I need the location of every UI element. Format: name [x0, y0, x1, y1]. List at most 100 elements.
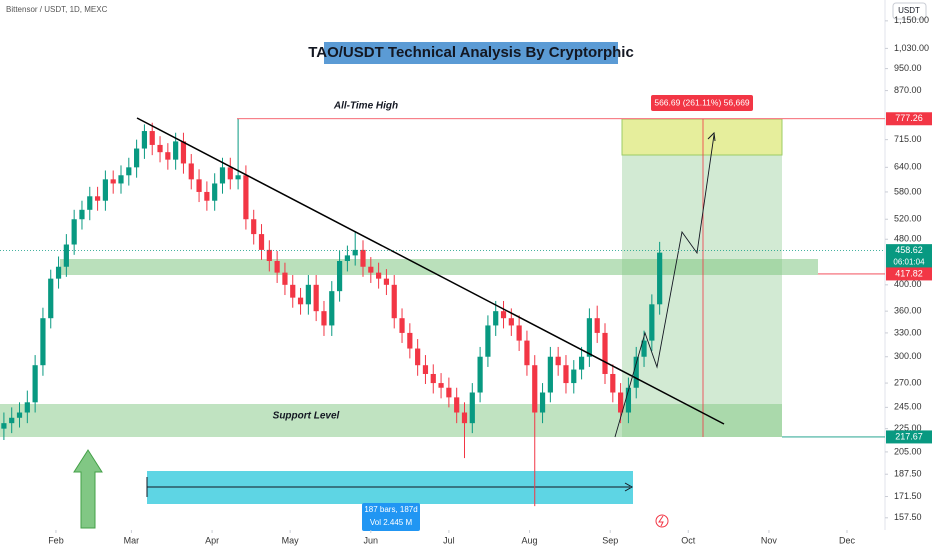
target-box: [651, 95, 753, 111]
candle-body: [219, 167, 226, 184]
x-tick-label: Jun: [364, 535, 379, 545]
x-tick-label: Mar: [124, 535, 140, 545]
candle-body: [344, 255, 350, 261]
candle-body: [55, 266, 62, 279]
candle-body: [336, 260, 343, 292]
candle-body: [649, 304, 655, 341]
up-arrow: [73, 449, 103, 529]
candle-body: [532, 365, 538, 413]
alert-bolt: [658, 515, 664, 527]
candle-body: [149, 131, 155, 145]
price-label-box: [886, 244, 932, 271]
countdown: 06:01:04: [893, 258, 925, 267]
candle-body: [87, 196, 93, 210]
candle-body: [493, 311, 499, 326]
candle-body: [329, 291, 335, 326]
y-tick-label: 245.00: [894, 402, 922, 412]
chart-title: TAO/USDT Technical Analysis By Cryptorph…: [308, 44, 634, 61]
candle-body: [539, 392, 546, 413]
support-label: Support Level: [273, 411, 340, 422]
candle-body: [469, 392, 475, 424]
candle-body: [274, 260, 280, 273]
candle-body: [415, 348, 421, 366]
candle-body: [1, 423, 7, 429]
candle-body: [266, 249, 272, 261]
profit-zone: [622, 155, 782, 437]
candle-body: [110, 179, 116, 184]
candle-body: [391, 284, 397, 319]
trend-line: [136, 117, 725, 425]
range-bars: 187 bars, 187d: [364, 505, 417, 514]
candle-body: [602, 332, 608, 374]
candle-body: [446, 387, 452, 398]
candle-body: [399, 318, 405, 333]
candle-body: [524, 340, 530, 366]
candle-body: [594, 318, 600, 333]
y-tick-label: 171.50: [894, 491, 922, 501]
candle-body: [71, 219, 77, 245]
candle-body: [461, 412, 468, 424]
x-tick-label: Aug: [522, 535, 538, 545]
candle-body: [9, 417, 15, 424]
candle-body: [352, 249, 358, 256]
support-zone: [0, 404, 782, 437]
alert-icon[interactable]: [655, 514, 669, 528]
candle-body: [235, 175, 241, 180]
overlays: TAO/USDT Technical Analysis By Cryptorph…: [6, 0, 927, 531]
symbol-info: Bittensor / USDT, 1D, MEXC: [6, 5, 108, 14]
price-label: 777.26: [895, 113, 923, 123]
candle-body: [40, 318, 46, 366]
candle-body: [547, 356, 553, 393]
y-tick-label: 300.00: [894, 351, 922, 361]
price-label-box: [886, 430, 932, 444]
y-tick-label: 270.00: [894, 377, 922, 387]
y-tick-label: 225.00: [894, 423, 922, 433]
candle-body: [118, 175, 124, 184]
x-tick-label: Feb: [48, 535, 64, 545]
candle-body: [157, 144, 163, 153]
candle-body: [243, 175, 249, 220]
candle-body: [141, 131, 148, 149]
candle-body: [32, 365, 38, 403]
y-tick-label: 950.00: [894, 63, 922, 73]
candle-body: [297, 297, 304, 305]
candle-body: [625, 387, 632, 413]
x-tick-label: Nov: [761, 535, 778, 545]
candle-body: [555, 356, 561, 366]
y-tick-label: 157.50: [894, 512, 922, 522]
y-tick-label: 1,030.00: [894, 43, 929, 53]
candle-body: [500, 311, 507, 319]
candle-body: [134, 148, 140, 168]
unit-box: [892, 2, 927, 20]
candle-body: [79, 209, 85, 220]
candle-body: [126, 167, 132, 176]
candle-body: [180, 141, 187, 164]
candle-body: [290, 284, 296, 298]
candle-body: [102, 179, 108, 201]
candle-body: [321, 311, 327, 326]
target-label: 566.69 (261.11%) 56,669: [654, 97, 750, 107]
candle-body: [305, 284, 311, 305]
candle-body: [563, 365, 569, 384]
candle-body: [258, 234, 265, 250]
candle-body: [204, 191, 210, 201]
y-tick-label: 330.00: [894, 327, 922, 337]
candle-body: [173, 141, 179, 160]
resistance-zone: [60, 259, 818, 275]
y-tick-label: 640.00: [894, 162, 922, 172]
price-label: 217.67: [895, 431, 923, 441]
candle-body: [188, 163, 194, 180]
candle-body: [586, 318, 592, 357]
candle-body: [610, 373, 616, 393]
candle-body: [578, 356, 585, 370]
candle-body: [508, 318, 514, 326]
candle-body: [282, 272, 288, 285]
x-tick-label: Sep: [602, 535, 618, 545]
y-tick-label: 715.00: [894, 134, 922, 144]
candle-body: [657, 252, 663, 305]
y-tick-label: 187.50: [894, 469, 922, 479]
candle-body: [430, 373, 436, 384]
y-tick-label: 1,150.00: [894, 15, 929, 25]
